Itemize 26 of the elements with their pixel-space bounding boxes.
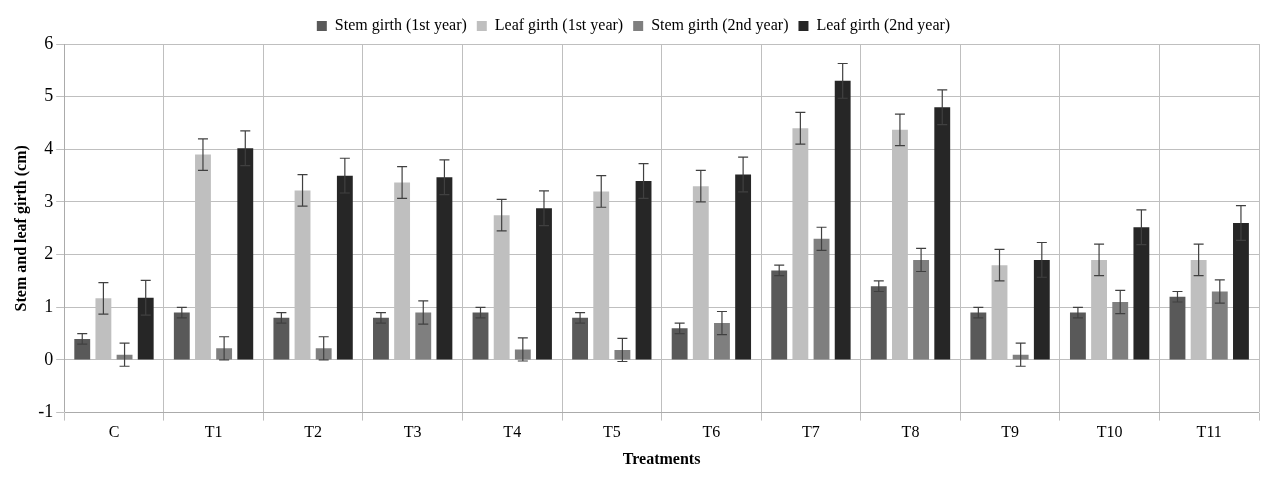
y-tick-label: 0 xyxy=(44,348,54,369)
x-tick-label: T5 xyxy=(602,423,621,441)
x-tick-label: T4 xyxy=(503,423,522,441)
y-tick-label: 4 xyxy=(44,138,54,159)
y-tick-label: 5 xyxy=(44,85,54,106)
y-tick-label: -1 xyxy=(38,401,54,422)
x-tick-label: T2 xyxy=(304,423,322,441)
y-tick-label: 3 xyxy=(44,190,54,211)
legend-label: Leaf girth (2nd year) xyxy=(816,16,951,35)
x-tick-label: C xyxy=(108,423,120,441)
legend-label: Stem girth (2nd year) xyxy=(651,16,789,35)
y-tick-label: 1 xyxy=(44,296,54,317)
y-tick-label: 2 xyxy=(44,243,54,264)
x-tick-label: T11 xyxy=(1196,423,1222,441)
x-tick-label: T1 xyxy=(204,423,223,441)
x-tick-label: T7 xyxy=(802,423,820,441)
x-tick-label: T8 xyxy=(901,423,920,441)
x-axis-title: Treatments xyxy=(622,449,701,467)
x-tick-label: T3 xyxy=(403,423,422,441)
x-tick-label: T10 xyxy=(1096,423,1123,441)
legend-label: Leaf girth (1st year) xyxy=(494,16,624,35)
y-tick-label: 6 xyxy=(44,32,54,53)
legend-label: Stem girth (1st year) xyxy=(334,16,467,35)
x-tick-label: T6 xyxy=(702,423,721,441)
x-tick-label: T9 xyxy=(1001,423,1019,441)
y-axis-title: Stem and leaf girth (cm) xyxy=(11,145,30,312)
